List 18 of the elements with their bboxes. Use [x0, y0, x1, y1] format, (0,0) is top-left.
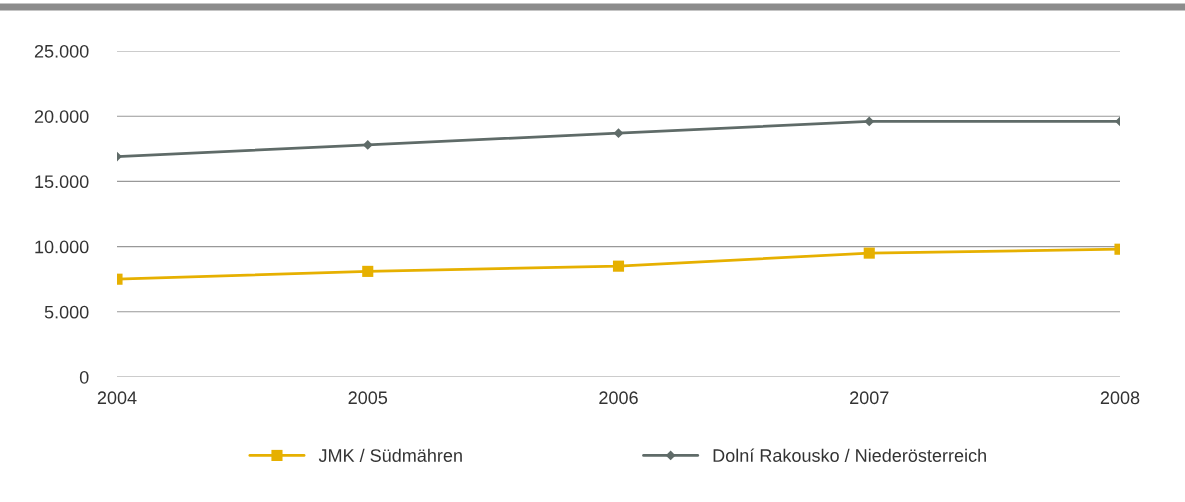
point: [863, 247, 875, 259]
legend-label: JMK / Südmähren: [318, 448, 462, 462]
y-tick-label: 0: [79, 370, 89, 384]
x-tick-label: 2006: [599, 391, 638, 405]
x-tick-label: 2004: [97, 391, 137, 405]
point: [362, 265, 374, 277]
point: [613, 128, 624, 139]
x-tick-label: 2008: [1100, 391, 1140, 405]
y-tick-label: 5.000: [44, 305, 89, 319]
y-tick-label: 25.000: [34, 44, 89, 58]
x-tick-label: 2005: [348, 391, 388, 405]
y-tick-label: 15.000: [35, 175, 89, 189]
y-tick-label: 10.000: [35, 240, 89, 254]
point: [864, 116, 875, 127]
x-tick-label: 2007: [850, 391, 889, 405]
point: [612, 260, 625, 272]
y-tick-label: 20.000: [34, 110, 89, 123]
legend-label: Dolní Rakousko / Niederösterreich: [713, 448, 986, 462]
